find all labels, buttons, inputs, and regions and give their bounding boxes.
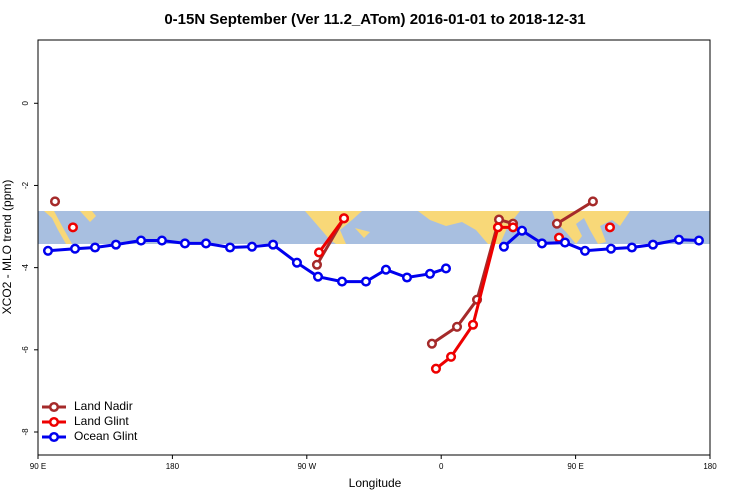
point	[246, 241, 258, 252]
point	[605, 243, 617, 254]
point	[67, 222, 78, 233]
legend-label: Land Nadir	[74, 399, 133, 413]
x-tick-label: 90 E	[30, 462, 46, 471]
point	[424, 268, 436, 279]
land	[44, 211, 96, 244]
point	[156, 235, 167, 246]
plot-frame	[37, 39, 711, 456]
legend-marker	[48, 416, 60, 428]
legend-label: Land Glint	[74, 414, 129, 428]
point	[360, 276, 371, 287]
point	[626, 242, 637, 253]
series-line	[502, 228, 700, 253]
land	[552, 211, 630, 244]
point	[338, 213, 350, 224]
chart-title: 0-15N September (Ver 11.2_ATom) 2016-01-…	[164, 11, 585, 28]
point	[312, 271, 324, 282]
series-line	[317, 217, 346, 254]
point	[604, 222, 615, 233]
point	[673, 234, 684, 245]
point	[135, 235, 147, 246]
point	[551, 218, 562, 229]
point	[559, 237, 571, 248]
point	[647, 239, 659, 250]
point	[42, 245, 54, 256]
y-tick-label: -6	[21, 346, 30, 354]
point	[430, 363, 442, 374]
legend-marker	[48, 401, 60, 413]
point	[336, 276, 348, 287]
y-tick-label: -8	[21, 428, 30, 436]
x-tick-label: 180	[703, 462, 717, 471]
point	[498, 241, 509, 252]
point	[268, 239, 279, 250]
legend-label: Ocean Glint	[74, 429, 138, 443]
y-tick-label: -2	[21, 181, 30, 189]
x-tick-label: 90 E	[567, 462, 583, 471]
point	[200, 238, 212, 249]
point	[507, 222, 519, 233]
point	[440, 263, 452, 274]
series	[42, 225, 704, 287]
series-line	[556, 200, 594, 225]
point	[89, 242, 101, 253]
point	[426, 338, 437, 349]
x-tick-label: 180	[166, 462, 180, 471]
point	[49, 196, 61, 207]
x-tick-label: 0	[439, 462, 444, 471]
point	[579, 245, 591, 256]
point	[516, 225, 528, 236]
point	[693, 235, 704, 246]
point	[467, 319, 479, 330]
point	[446, 351, 457, 362]
y-tick-label: -4	[21, 264, 30, 272]
point	[179, 238, 190, 249]
point	[587, 196, 598, 207]
map-band	[38, 211, 710, 244]
y-axis-label: XCO2 - MLO trend (ppm)	[0, 180, 14, 315]
point	[536, 238, 548, 249]
point	[401, 272, 413, 283]
point	[110, 239, 122, 250]
point	[451, 321, 463, 332]
point	[380, 264, 391, 275]
point	[313, 247, 325, 258]
point	[493, 214, 505, 225]
x-tick-label: 90 W	[297, 462, 316, 471]
x-axis-label: Longitude	[349, 476, 402, 490]
point	[492, 222, 503, 233]
point	[311, 259, 323, 270]
point	[291, 257, 302, 268]
point	[69, 243, 81, 254]
point	[224, 242, 236, 253]
y-tick-label: 0	[21, 101, 30, 106]
legend-marker	[48, 431, 60, 443]
